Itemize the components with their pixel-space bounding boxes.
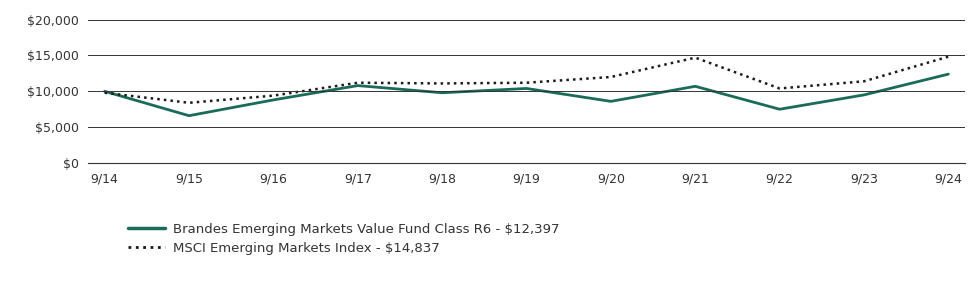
MSCI Emerging Markets Index - $14,837 [436, 82, 448, 85]
MSCI Emerging Markets Index - $14,837 [774, 87, 786, 90]
Line: Brandes Emerging Markets Value Fund Class R6 - $12,397: Brandes Emerging Markets Value Fund Clas… [104, 74, 949, 116]
MSCI Emerging Markets Index - $14,837 [267, 94, 279, 97]
Brandes Emerging Markets Value Fund Class R6 - $12,397 [521, 87, 532, 90]
Legend: Brandes Emerging Markets Value Fund Class R6 - $12,397, MSCI Emerging Markets In: Brandes Emerging Markets Value Fund Clas… [123, 217, 565, 260]
Brandes Emerging Markets Value Fund Class R6 - $12,397 [689, 85, 701, 88]
Brandes Emerging Markets Value Fund Class R6 - $12,397 [943, 72, 955, 76]
Brandes Emerging Markets Value Fund Class R6 - $12,397 [858, 93, 870, 97]
Line: MSCI Emerging Markets Index - $14,837: MSCI Emerging Markets Index - $14,837 [104, 57, 949, 103]
Brandes Emerging Markets Value Fund Class R6 - $12,397 [98, 90, 110, 93]
Brandes Emerging Markets Value Fund Class R6 - $12,397 [267, 98, 279, 102]
MSCI Emerging Markets Index - $14,837 [605, 75, 617, 79]
MSCI Emerging Markets Index - $14,837 [352, 81, 364, 84]
Brandes Emerging Markets Value Fund Class R6 - $12,397 [774, 108, 786, 111]
Brandes Emerging Markets Value Fund Class R6 - $12,397 [183, 114, 195, 117]
MSCI Emerging Markets Index - $14,837 [98, 91, 110, 94]
Brandes Emerging Markets Value Fund Class R6 - $12,397 [352, 84, 364, 87]
MSCI Emerging Markets Index - $14,837 [183, 101, 195, 105]
Brandes Emerging Markets Value Fund Class R6 - $12,397 [605, 100, 617, 103]
MSCI Emerging Markets Index - $14,837 [858, 80, 870, 83]
MSCI Emerging Markets Index - $14,837 [689, 56, 701, 59]
Brandes Emerging Markets Value Fund Class R6 - $12,397 [436, 91, 448, 94]
MSCI Emerging Markets Index - $14,837 [943, 55, 955, 58]
MSCI Emerging Markets Index - $14,837 [521, 81, 532, 84]
